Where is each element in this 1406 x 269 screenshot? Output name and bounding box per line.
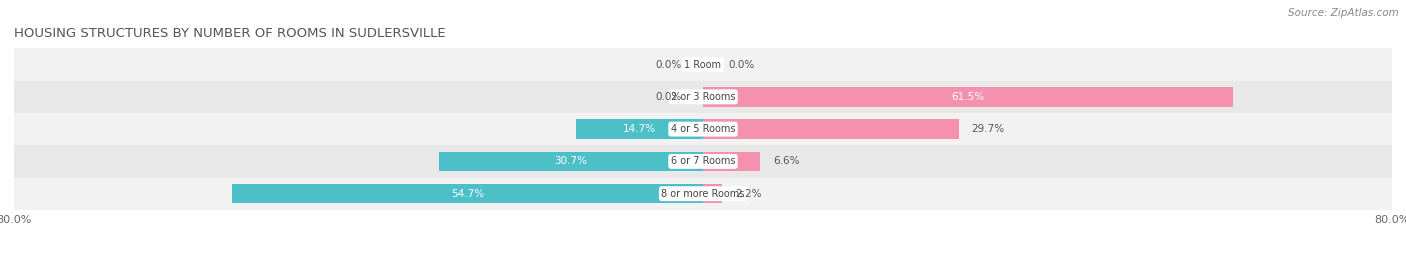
Text: 4 or 5 Rooms: 4 or 5 Rooms [671, 124, 735, 134]
Text: HOUSING STRUCTURES BY NUMBER OF ROOMS IN SUDLERSVILLE: HOUSING STRUCTURES BY NUMBER OF ROOMS IN… [14, 27, 446, 40]
Text: 54.7%: 54.7% [451, 189, 484, 199]
Text: 6.6%: 6.6% [773, 156, 799, 167]
Bar [14, 113, 1392, 145]
Text: 61.5%: 61.5% [952, 92, 984, 102]
Text: Source: ZipAtlas.com: Source: ZipAtlas.com [1288, 8, 1399, 18]
Text: 2 or 3 Rooms: 2 or 3 Rooms [671, 92, 735, 102]
Text: 2.2%: 2.2% [735, 189, 762, 199]
Text: 30.7%: 30.7% [554, 156, 588, 167]
Text: 0.0%: 0.0% [728, 59, 755, 70]
Bar [14, 81, 1392, 113]
Bar [232, 184, 703, 203]
Text: 0.0%: 0.0% [655, 92, 682, 102]
Bar [703, 87, 1233, 107]
Text: 1 Room: 1 Room [685, 59, 721, 70]
Text: 6 or 7 Rooms: 6 or 7 Rooms [671, 156, 735, 167]
Text: 29.7%: 29.7% [972, 124, 1005, 134]
Text: 14.7%: 14.7% [623, 124, 657, 134]
Bar [14, 178, 1392, 210]
Bar [703, 152, 759, 171]
Bar [14, 145, 1392, 178]
Text: 0.0%: 0.0% [655, 59, 682, 70]
Bar [703, 184, 721, 203]
Bar [703, 119, 959, 139]
Bar [439, 152, 703, 171]
Text: 8 or more Rooms: 8 or more Rooms [661, 189, 745, 199]
Bar [576, 119, 703, 139]
Bar [14, 48, 1392, 81]
